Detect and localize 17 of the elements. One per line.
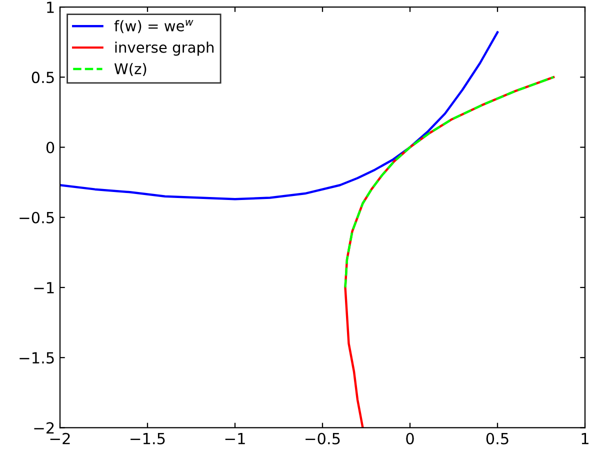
y-tick-label: −1 (34, 282, 54, 294)
y-tick-label: −2 (34, 422, 54, 434)
x-tick-label: 1 (582, 433, 588, 444)
line-series (344, 76, 555, 289)
x-tick-label: −1 (225, 433, 245, 444)
legend-label: f(w) = we$^{w}$ (114, 20, 194, 34)
legend-label: W(z) (114, 63, 146, 76)
x-tick-label: 0.5 (486, 432, 508, 444)
x-tick-label: −1.5 (130, 433, 165, 444)
x-tick-label: −0.5 (306, 432, 340, 444)
y-tick-label: 1 (47, 2, 54, 13)
y-tick-label: −1.5 (20, 352, 54, 364)
legend-label: inverse graph (115, 42, 214, 56)
y-tick-label: 0.5 (32, 72, 54, 84)
y-tick-label: 0 (46, 142, 54, 154)
x-tick-label: 0 (406, 432, 414, 444)
y-tick-label: −0.5 (20, 212, 54, 224)
